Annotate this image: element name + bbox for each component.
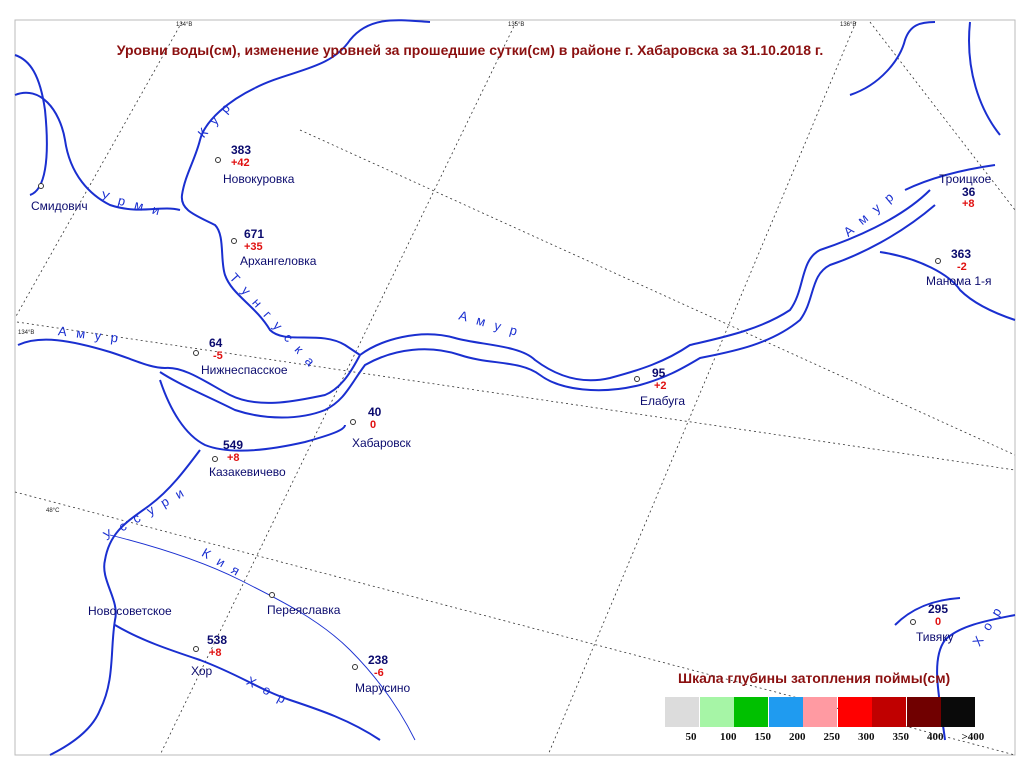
river-ussuri [49, 449, 201, 756]
meridian-135 [159, 21, 517, 756]
station-level: 238 [368, 653, 389, 667]
legend-title: Шкала глубины затопления поймы(см) [678, 670, 951, 686]
station-name: Манома 1-я [926, 274, 992, 288]
gauge-marker [231, 238, 237, 244]
river-khor-upper [894, 597, 961, 626]
station-change: +8 [962, 198, 975, 210]
meridian-136 [547, 21, 857, 756]
legend-tick-label: 300 [858, 731, 875, 743]
station-change: +35 [244, 241, 263, 253]
legend-swatch [872, 697, 906, 727]
legend-tick-label: 50 [685, 731, 697, 743]
gauge-marker [193, 350, 199, 356]
station-level: 671 [244, 227, 265, 241]
gauge-marker [269, 592, 275, 598]
legend-swatch [665, 697, 699, 727]
gauge-marker [634, 376, 640, 382]
legend-tick-label: 250 [823, 731, 841, 743]
river-amur-northeast [904, 164, 996, 191]
grid-label-134: 134°В [176, 22, 193, 28]
legend-tick-label: >400 [961, 731, 985, 743]
station-name: Нижнеспасское [201, 363, 288, 377]
legend-tick-label: 100 [720, 731, 737, 743]
gauge-marker [910, 619, 916, 625]
station-name: Смидович [31, 199, 88, 213]
station-name: Тивяку [916, 630, 954, 644]
river-manoma [879, 251, 1016, 321]
station-change: -6 [374, 667, 384, 679]
station-name: Новосоветское [88, 604, 172, 618]
river-kur-tunguska [180, 87, 361, 356]
station-name: Хабаровск [352, 436, 411, 450]
gauge-marker [352, 664, 358, 670]
station-level: 363 [951, 247, 972, 261]
station-level: 95 [652, 366, 666, 380]
map-frame [14, 19, 1016, 756]
legend-tick-label: 350 [892, 731, 910, 743]
river-northeast-2 [968, 21, 1001, 136]
gauge-marker [350, 419, 356, 425]
legend-swatch [906, 697, 941, 727]
station-change: 0 [935, 616, 942, 628]
station-name: Казакевичево [209, 465, 286, 479]
river-channel [159, 379, 346, 452]
legend-tick-label: 400 [927, 731, 944, 743]
station-name: Архангеловка [240, 254, 317, 268]
station-name: Троицкое [939, 172, 992, 186]
rivers [14, 19, 1016, 756]
station-change: +42 [231, 157, 250, 169]
station-change: -2 [957, 261, 967, 273]
gauge-marker [215, 157, 221, 163]
meridian-134 [14, 21, 183, 319]
river-amur-south-bank [159, 204, 936, 419]
station-level: 40 [368, 405, 382, 419]
legend-swatch [941, 697, 975, 727]
river-amur-north-bank [17, 189, 931, 404]
station-name: Елабуга [640, 394, 686, 408]
gauge-marker [212, 456, 218, 462]
river-kiya [109, 534, 416, 741]
map-title: Уровни воды(см), изменение уровней за пр… [116, 42, 824, 58]
legend-tick-label: 200 [789, 731, 806, 743]
station-change: +2 [654, 380, 667, 392]
station-level: 549 [223, 438, 244, 452]
station-name: Новокуровка [223, 172, 295, 186]
gauge-marker [38, 183, 44, 189]
station-name: Переяславка [267, 603, 341, 617]
station-name: Марусино [355, 681, 411, 695]
legend-swatch [699, 697, 734, 727]
parallel-north [16, 321, 1016, 471]
legend-swatch [768, 697, 803, 727]
river-left-tributary [14, 54, 48, 196]
station-level: 295 [928, 602, 949, 616]
grid-label-134-left: 134°В [18, 330, 35, 336]
station-change: 0 [370, 419, 377, 431]
station-level: 383 [231, 143, 252, 157]
legend-swatch [734, 697, 768, 727]
grid-label-48: 48°С [46, 508, 60, 514]
river-kur-upper [254, 19, 431, 89]
river-khor [114, 624, 381, 741]
station-level: 64 [209, 336, 223, 350]
grid-label-136: 136°В [840, 22, 857, 28]
legend-swatch [837, 697, 872, 727]
station-level: 538 [207, 633, 228, 647]
gauge-marker [935, 258, 941, 264]
station-change: -5 [213, 350, 223, 362]
station-level: 36 [962, 185, 976, 199]
legend-tick-label: 150 [754, 731, 772, 743]
legend-swatch [803, 697, 837, 727]
parallel-mid [299, 129, 1016, 456]
grid-label-135: 135°В [508, 22, 525, 28]
gauge-marker [193, 646, 199, 652]
station-change: +8 [209, 647, 222, 659]
graticule [14, 21, 1016, 756]
river-urmi [14, 91, 181, 211]
station-change: +8 [227, 452, 240, 464]
station-name: Хор [191, 664, 213, 678]
river-northeast-1 [849, 21, 936, 96]
